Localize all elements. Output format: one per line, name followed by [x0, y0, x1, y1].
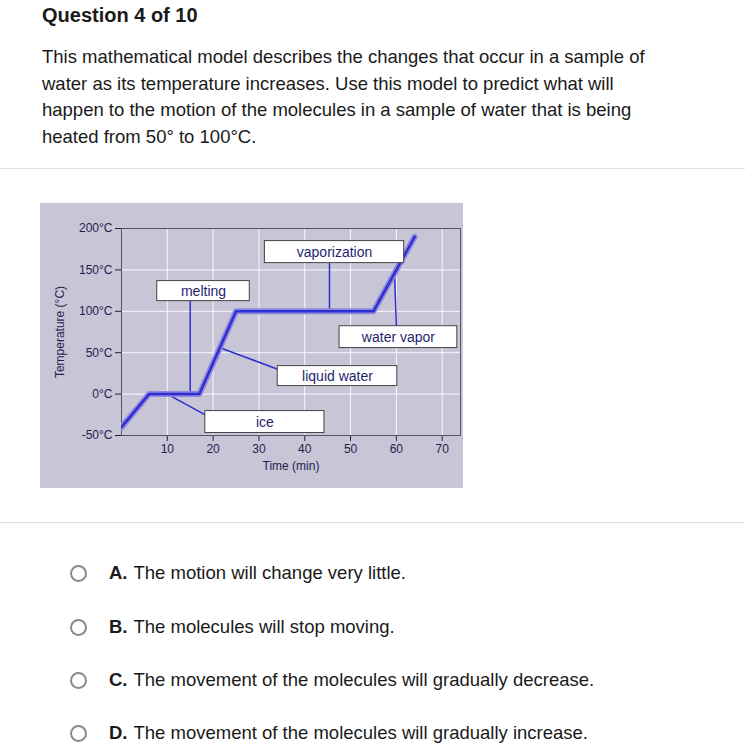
- svg-text:50: 50: [344, 442, 358, 456]
- svg-text:ice: ice: [256, 414, 274, 430]
- svg-text:-50°C: -50°C: [82, 428, 113, 442]
- html-text:A. The motion will change very: A. The motion will change very little.: [109, 562, 406, 583]
- svg-text:60: 60: [390, 442, 404, 456]
- svg-text:70: 70: [435, 442, 449, 456]
- svg-text:40: 40: [298, 442, 312, 456]
- svg-text:liquid water: liquid water: [302, 368, 373, 384]
- html-text:happen to the motion of the mo: happen to the motion of the molecules in…: [42, 99, 632, 120]
- svg-text:30: 30: [252, 442, 266, 456]
- svg-text:150°C: 150°C: [79, 263, 113, 277]
- svg-text:200°C: 200°C: [79, 221, 113, 235]
- html-text:B. The molecules will stop mov: B. The molecules will stop moving.: [109, 616, 395, 637]
- svg-text:vaporization: vaporization: [297, 244, 373, 260]
- html-text:C. The movement of the molecul: C. The movement of the molecules will gr…: [109, 669, 595, 690]
- html-text:water as its temperature incre: water as its temperature increases. Use …: [42, 72, 614, 94]
- svg-text:melting: melting: [181, 283, 226, 299]
- svg-text:20: 20: [206, 442, 220, 456]
- svg-text:Temperature (°C): Temperature (°C): [53, 286, 67, 378]
- svg-text:water vapor: water vapor: [361, 329, 435, 345]
- svg-text:Time (min): Time (min): [263, 459, 320, 473]
- html-text:D. The movement of the molecul: D. The movement of the molecules will gr…: [109, 722, 588, 743]
- html-text:This mathematical model descri: This mathematical model describes the ch…: [42, 46, 645, 67]
- svg-text:50°C: 50°C: [86, 346, 113, 360]
- html-text:Question 4 of 10: Question 4 of 10: [42, 4, 198, 26]
- svg-text:0°C: 0°C: [92, 387, 112, 401]
- svg-text:10: 10: [161, 442, 175, 456]
- html-text:heated from 50° to 100°C.: heated from 50° to 100°C.: [42, 125, 257, 147]
- svg-text:100°C: 100°C: [79, 304, 113, 318]
